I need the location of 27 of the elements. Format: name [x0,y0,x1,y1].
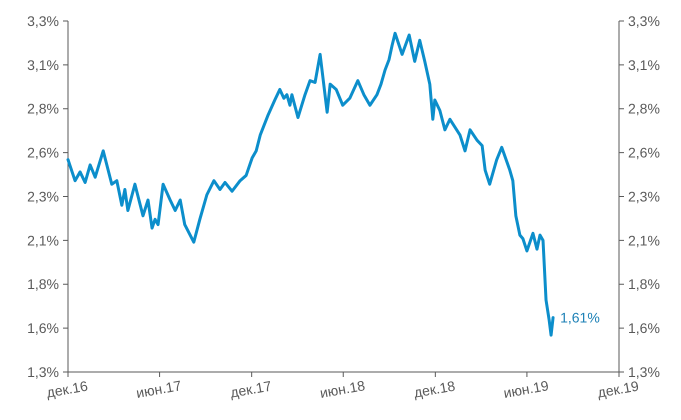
y-tick-label: 1,6% [27,320,59,336]
y2-tick-label: 1,8% [628,276,660,292]
y-tick-label: 2,1% [27,232,59,248]
y2-tick-label: 3,1% [628,56,660,73]
x-tick-label: дек.16 [45,378,90,401]
y-tick-label: 3,1% [27,56,59,73]
x-tick-label: июн.18 [318,377,366,401]
x-tick-label: июн.19 [502,377,550,401]
line-series [66,32,555,337]
y2-tick-label: 2,3% [628,188,660,204]
x-tick-label: дек.19 [596,378,640,401]
x-tick-label: дек.18 [412,378,457,401]
y-tick-label: 1,8% [27,276,59,292]
y2-tick-label: 3,3% [628,12,660,29]
y-tick-label: 2,6% [27,144,59,161]
y2-tick-label: 1,3% [628,364,660,380]
x-tick-label: июн.17 [134,377,183,401]
y2-tick-label: 2,6% [628,144,660,161]
y-tick-label: 2,8% [27,100,59,117]
y-tick-label: 2,3% [27,188,59,204]
y-tick-label: 3,3% [27,12,59,29]
y2-tick-label: 2,8% [628,100,660,117]
y2-tick-label: 1,6% [628,320,660,336]
annotation: 1,61% [560,309,600,326]
y2-tick-label: 2,1% [628,232,660,248]
y-tick-label: 1,3% [27,364,59,380]
x-tick-label: дек.17 [228,378,273,401]
